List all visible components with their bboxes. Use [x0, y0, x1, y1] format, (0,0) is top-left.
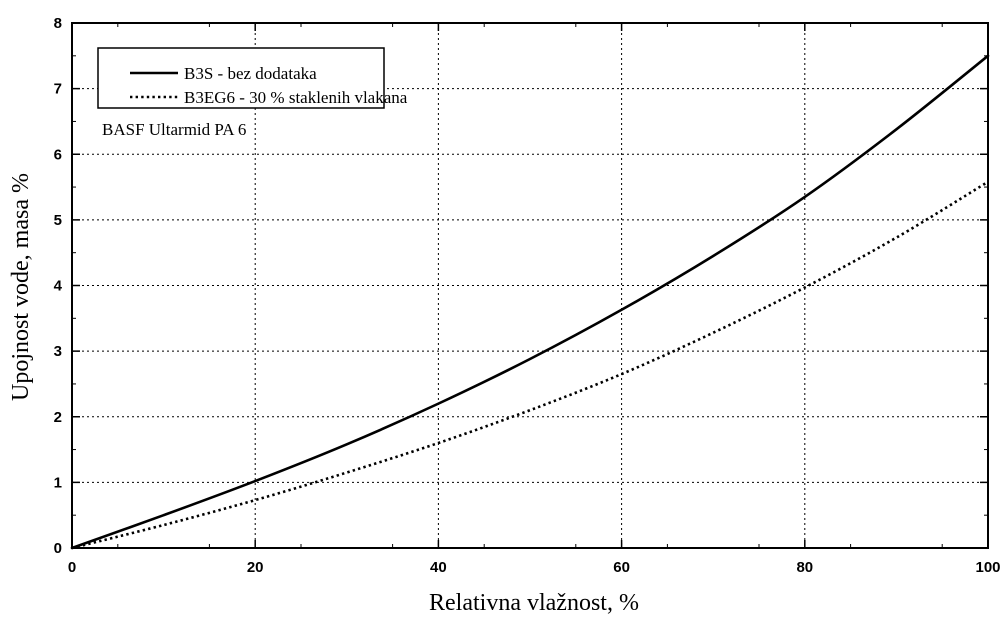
legend: B3S - bez dodataka B3EG6 - 30 % stakleni…: [97, 47, 408, 109]
x-tick-label: 0: [68, 559, 76, 576]
y-tick-label: 4: [54, 278, 63, 295]
y-tick-label: 3: [54, 343, 62, 360]
ticks: 0 20 40 60 80 100 0 1 2 3 4 5 6 7 8: [54, 15, 1001, 576]
x-tick-label: 20: [247, 559, 264, 576]
x-axis-title: Relativna vlažnost, %: [429, 590, 639, 616]
y-axis-title: Upojnost vode, masa %: [8, 173, 34, 401]
x-tick-label: 60: [613, 559, 630, 576]
legend-label-b3eg6: B3EG6 - 30 % staklenih vlakana: [184, 88, 408, 107]
y-tick-label: 1: [54, 474, 62, 491]
legend-label-b3s: B3S - bez dodataka: [184, 64, 317, 83]
legend-box: [97, 47, 385, 109]
y-tick-label: 6: [54, 146, 62, 163]
series-line-b3eg6: [71, 180, 989, 550]
x-tick-label: 40: [430, 559, 447, 576]
y-tick-label: 2: [54, 409, 62, 426]
y-tick-label: 5: [54, 212, 62, 229]
y-tick-label: 7: [54, 81, 62, 98]
x-tick-label: 80: [796, 559, 813, 576]
y-tick-label: 8: [54, 15, 62, 32]
x-tick-label: 100: [975, 559, 1000, 576]
series-layer: [70, 54, 990, 550]
y-tick-label: 0: [54, 540, 62, 557]
series-line-b3s: [70, 54, 990, 550]
annotation-material: BASF Ultarmid PA 6: [102, 120, 246, 139]
